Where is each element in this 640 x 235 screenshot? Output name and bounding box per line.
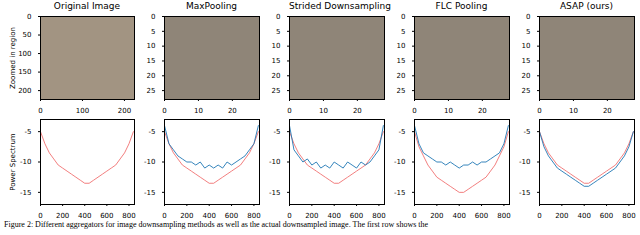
- svg-text:-10: -10: [269, 158, 280, 166]
- svg-text:15: 15: [272, 57, 281, 65]
- svg-text:15: 15: [522, 57, 531, 65]
- svg-text:5: 5: [151, 28, 155, 36]
- svg-text:200: 200: [18, 87, 31, 95]
- svg-text:800: 800: [497, 212, 510, 220]
- svg-text:600: 600: [600, 212, 613, 220]
- html-text:FLC Pooling: FLC Pooling: [435, 1, 488, 11]
- svg-text:-5: -5: [149, 128, 156, 136]
- svg-text:10: 10: [147, 42, 156, 50]
- svg-text:800: 800: [622, 212, 635, 220]
- html-text:ASAP (ours): ASAP (ours): [559, 1, 613, 11]
- svg-text:100: 100: [75, 107, 90, 116]
- svg-text:400: 400: [78, 212, 91, 220]
- svg-text:50: 50: [23, 31, 32, 39]
- svg-text:20: 20: [477, 107, 487, 116]
- svg-text:150: 150: [18, 68, 31, 76]
- svg-text:25: 25: [522, 87, 531, 95]
- svg-text:400: 400: [203, 212, 216, 220]
- svg-text:200: 200: [56, 212, 69, 220]
- svg-text:400: 400: [453, 212, 466, 220]
- svg-text:-15: -15: [519, 189, 530, 197]
- svg-text:0: 0: [537, 212, 541, 220]
- svg-text:200: 200: [305, 212, 318, 220]
- svg-text:200: 200: [180, 212, 193, 220]
- svg-text:200: 200: [117, 107, 132, 116]
- svg-text:200: 200: [555, 212, 568, 220]
- svg-text:10: 10: [569, 107, 578, 116]
- svg-text:-15: -15: [144, 189, 155, 197]
- svg-text:25: 25: [397, 87, 406, 95]
- svg-text:20: 20: [352, 107, 362, 116]
- svg-text:20: 20: [227, 107, 237, 116]
- svg-text:-15: -15: [269, 189, 280, 197]
- svg-text:15: 15: [147, 57, 156, 65]
- svg-text:0: 0: [276, 13, 280, 21]
- svg-text:0: 0: [287, 107, 292, 116]
- svg-text:-10: -10: [394, 158, 405, 166]
- html-text:Original Image: Original Image: [53, 1, 121, 11]
- svg-text:20: 20: [272, 72, 281, 80]
- html-text:Figure 2: Different aggregator: Figure 2: Different aggregators for imag…: [4, 220, 428, 229]
- svg-text:20: 20: [397, 72, 406, 80]
- svg-text:-5: -5: [25, 128, 32, 136]
- svg-text:600: 600: [475, 212, 488, 220]
- svg-text:0: 0: [162, 107, 167, 116]
- svg-text:20: 20: [602, 107, 612, 116]
- svg-text:10: 10: [319, 107, 328, 116]
- svg-text:20: 20: [147, 72, 156, 80]
- svg-text:10: 10: [272, 42, 281, 50]
- html-text:Strided Downsampling: Strided Downsampling: [289, 1, 391, 11]
- svg-text:-15: -15: [20, 189, 31, 197]
- svg-text:10: 10: [397, 42, 406, 50]
- svg-text:0: 0: [526, 13, 530, 21]
- svg-text:0: 0: [38, 107, 43, 116]
- svg-text:25: 25: [147, 87, 156, 95]
- svg-text:20: 20: [522, 72, 531, 80]
- svg-text:800: 800: [372, 212, 385, 220]
- svg-text:0: 0: [287, 212, 291, 220]
- svg-text:600: 600: [225, 212, 238, 220]
- svg-text:-10: -10: [519, 158, 530, 166]
- svg-text:0: 0: [401, 13, 405, 21]
- svg-text:0: 0: [412, 212, 416, 220]
- svg-text:800: 800: [122, 212, 135, 220]
- svg-text:-15: -15: [394, 189, 405, 197]
- svg-text:100: 100: [18, 50, 31, 58]
- svg-text:5: 5: [276, 28, 280, 36]
- svg-text:400: 400: [578, 212, 591, 220]
- svg-text:5: 5: [526, 28, 530, 36]
- svg-text:0: 0: [162, 212, 166, 220]
- svg-text:-10: -10: [144, 158, 155, 166]
- svg-text:10: 10: [444, 107, 453, 116]
- svg-text:0: 0: [151, 13, 155, 21]
- svg-text:25: 25: [272, 87, 281, 95]
- svg-text:15: 15: [397, 57, 406, 65]
- svg-text:0: 0: [537, 107, 542, 116]
- svg-text:10: 10: [194, 107, 203, 116]
- svg-text:600: 600: [100, 212, 113, 220]
- svg-text:600: 600: [350, 212, 363, 220]
- svg-text:800: 800: [247, 212, 260, 220]
- svg-text:Power Spectrum: Power Spectrum: [9, 133, 17, 190]
- svg-text:-5: -5: [399, 128, 406, 136]
- svg-text:400: 400: [328, 212, 341, 220]
- svg-text:0: 0: [412, 107, 417, 116]
- svg-text:Zoomed in region: Zoomed in region: [9, 27, 17, 89]
- svg-text:10: 10: [522, 42, 531, 50]
- svg-text:0: 0: [27, 13, 31, 21]
- svg-text:5: 5: [401, 28, 405, 36]
- html-text:MaxPooling: MaxPooling: [185, 1, 238, 11]
- svg-text:-10: -10: [20, 158, 31, 166]
- svg-text:-5: -5: [524, 128, 531, 136]
- svg-text:0: 0: [38, 212, 42, 220]
- svg-text:-5: -5: [274, 128, 281, 136]
- svg-text:200: 200: [430, 212, 443, 220]
